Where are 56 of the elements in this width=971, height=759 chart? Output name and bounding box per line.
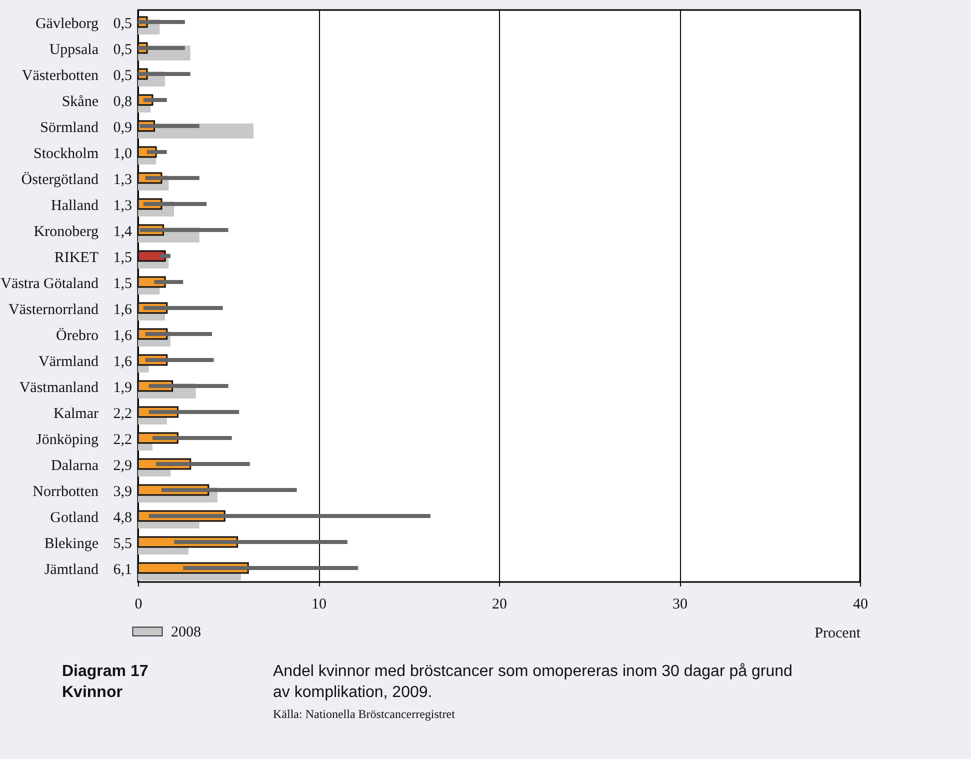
text: Kvinnor <box>62 684 122 701</box>
data-label: 0,5 <box>113 68 132 84</box>
data-label: 0,5 <box>113 42 132 58</box>
y-tick-label: Norrbotten <box>32 484 99 500</box>
y-tick-label: Västmanland <box>19 380 99 396</box>
y-tick-label: Västerbotten <box>22 68 99 84</box>
data-label: 1,6 <box>113 328 132 344</box>
y-tick-label: Värmland <box>38 354 99 370</box>
data-label: 1,6 <box>113 302 132 318</box>
legend-label: 2008 <box>171 624 201 640</box>
data-label: 1,5 <box>113 276 132 292</box>
x-tick-label: 10 <box>312 596 326 612</box>
y-tick-label: Kalmar <box>54 406 98 422</box>
text: Källa: Nationella Bröstcancerregistret <box>273 707 456 722</box>
y-tick-label: RIKET <box>54 250 98 266</box>
data-label: 4,8 <box>113 510 132 526</box>
y-tick-label: Jönköping <box>36 432 99 448</box>
y-tick-label: Gävleborg <box>35 16 99 32</box>
y-tick-label: Jämtland <box>44 562 99 578</box>
y-tick-label: Östergötland <box>21 171 99 188</box>
data-label: 1,9 <box>113 380 132 396</box>
y-tick-label: Uppsala <box>49 42 99 58</box>
data-label: 1,3 <box>113 172 132 188</box>
y-tick-label: Stockholm <box>33 146 99 162</box>
y-tick-label: Kronoberg <box>34 224 99 240</box>
data-label: 1,3 <box>113 198 132 214</box>
x-tick-label: 30 <box>672 596 688 612</box>
x-tick-label: 0 <box>134 596 142 612</box>
y-tick-label: Örebro <box>56 327 98 344</box>
y-tick-label: Blekinge <box>44 536 99 552</box>
y-tick-label: Sörmland <box>40 120 99 136</box>
data-label: 1,6 <box>113 354 132 370</box>
data-label: 0,9 <box>113 120 132 136</box>
data-label: 1,4 <box>113 224 132 240</box>
data-label: 3,9 <box>113 484 132 500</box>
y-tick-label: Västernorrland <box>8 302 99 318</box>
y-tick-label: Dalarna <box>51 458 99 474</box>
data-label: 2,2 <box>113 406 132 422</box>
x-tick-label: 40 <box>853 596 868 612</box>
y-tick-label: Gotland <box>50 510 99 526</box>
data-label: 0,5 <box>113 16 132 32</box>
data-label: 5,5 <box>113 536 132 552</box>
data-label: 2,2 <box>113 432 132 448</box>
data-label: 0,8 <box>113 94 132 110</box>
text: Andel kvinnor med bröstcancer som omopereras inom 30 dagar på grund av komplikation, 2009. <box>273 662 793 703</box>
data-label: 6,1 <box>113 562 132 578</box>
y-tick-label: Västra Götaland <box>0 276 99 292</box>
x-tick-label: 20 <box>492 596 507 612</box>
y-tick-label: Skåne <box>62 94 99 110</box>
x-axis-title: Procent <box>814 626 862 642</box>
data-label: 1,5 <box>113 250 132 266</box>
y-tick-label: Halland <box>51 198 99 214</box>
text: Diagram 17 <box>62 663 148 680</box>
bar <box>137 250 166 262</box>
data-label: 2,9 <box>113 458 132 474</box>
data-label: 1,0 <box>113 146 132 162</box>
